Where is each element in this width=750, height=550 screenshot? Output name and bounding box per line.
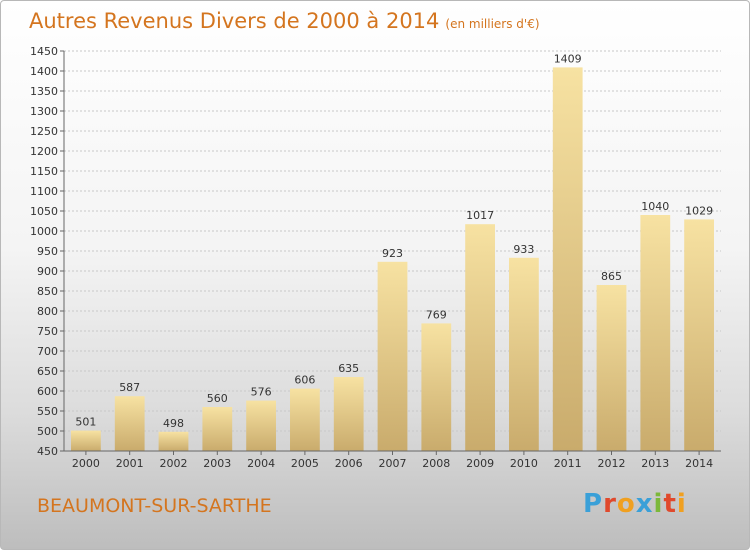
x-tick-label: 2009 [466,457,494,470]
bar [465,224,495,451]
chart-title: Autres Revenus Divers de 2000 à 2014 (en … [29,9,540,33]
y-tick-label: 1050 [30,205,58,218]
x-tick-label: 2002 [160,457,188,470]
x-tick-label: 2004 [247,457,275,470]
logo-letter: r [603,489,617,519]
bar [377,261,408,451]
x-tick-label: 2006 [335,457,363,470]
bar [114,396,145,451]
data-label: 923 [382,247,403,260]
y-tick-label: 1400 [30,65,58,78]
bar [202,407,233,451]
axes [63,51,721,452]
bar [552,67,583,452]
x-tick-label: 2005 [291,457,319,470]
y-axis-ticks: 450 500 550 600 650 700 750 800 850 900 950 1000 105… [30,45,64,458]
x-tick-label: 2003 [203,457,231,470]
data-label: 576 [251,386,272,399]
logo-letter: P [583,489,604,519]
x-tick-label: 2010 [510,457,538,470]
x-tick-label: 2013 [641,457,669,470]
city-name: BEAUMONT-SUR-SARTHE [37,495,272,517]
y-tick-label: 450 [37,445,58,458]
y-tick-label: 1100 [30,185,58,198]
bar [71,430,101,451]
logo-letter: x [635,489,654,519]
y-tick-label: 1450 [30,45,58,58]
y-tick-label: 1350 [30,85,58,98]
chart-unit-note: (en milliers d'€) [445,17,540,31]
y-tick-label: 600 [37,385,58,398]
data-label: 1040 [641,200,669,213]
y-tick-label: 950 [37,245,58,258]
y-tick-label: 1000 [30,225,58,238]
logo-letter: i [653,489,664,519]
bar [684,219,714,451]
y-tick-label: 1300 [30,105,58,118]
x-tick-label: 2007 [379,457,407,470]
y-tick-label: 900 [37,265,58,278]
y-tick-label: 750 [37,325,58,338]
bar [596,285,627,451]
x-tick-label: 2001 [116,457,144,470]
logo-letter: i [676,489,687,519]
data-label: 1017 [466,209,494,222]
data-label: 865 [601,270,622,283]
y-tick-label: 1150 [30,165,58,178]
data-label: 1409 [554,52,582,65]
data-label: 498 [163,417,184,430]
bar [640,215,671,451]
y-tick-label: 850 [37,285,58,298]
data-label: 1029 [685,204,713,217]
data-label: 635 [338,362,359,375]
y-tick-label: 500 [37,425,58,438]
data-label: 587 [119,381,140,394]
x-tick-label: 2011 [554,457,582,470]
y-tick-label: 550 [37,405,58,418]
data-label: 769 [426,308,447,321]
y-tick-label: 650 [37,365,58,378]
bars: 501 587 498 560 576 606 635 923 769 1017 933 1409 86… [71,52,714,452]
y-tick-label: 700 [37,345,58,358]
data-label: 501 [75,416,96,429]
chart-title-text: Autres Revenus Divers de 2000 à 2014 [29,9,440,33]
bar [246,400,276,451]
proxiti-logo[interactable]: Proxiti [583,489,687,519]
x-tick-label: 2012 [598,457,626,470]
bar [509,257,539,451]
y-tick-label: 1200 [30,145,58,158]
logo-letter: o [616,489,636,519]
data-label: 933 [513,243,534,256]
bar [290,388,320,451]
y-tick-label: 1250 [30,125,58,138]
x-axis-ticks: 2000 2001 2002 2003 2004 2005 2006 2007 2008 2009… [72,451,713,470]
logo-letter: t [663,489,677,519]
bar [333,377,364,451]
bar [421,323,452,451]
data-label: 560 [207,392,228,405]
bar [158,431,189,451]
y-tick-label: 800 [37,305,58,318]
data-label: 606 [294,374,315,387]
x-tick-label: 2000 [72,457,100,470]
x-tick-label: 2008 [422,457,450,470]
x-tick-label: 2014 [685,457,713,470]
